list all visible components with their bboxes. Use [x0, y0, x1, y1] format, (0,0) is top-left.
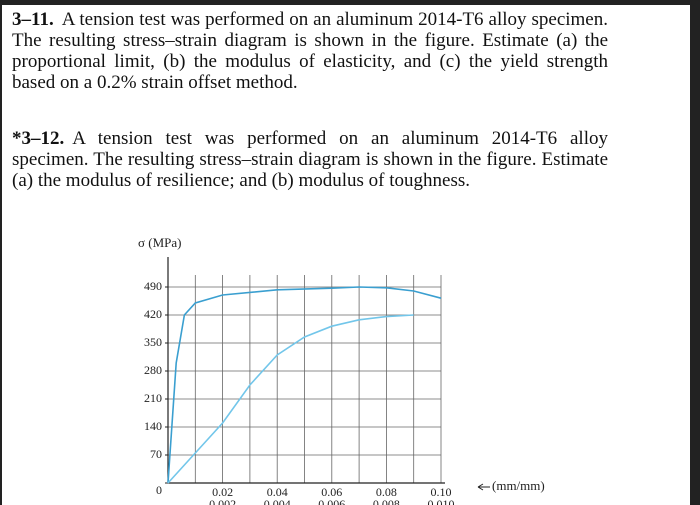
arrow — [477, 483, 490, 491]
problem: *3–12. A tension test was performed on an… — [12, 128, 608, 191]
x2-tick-label: 0.010 — [428, 497, 455, 505]
y-tick-label: 350 — [144, 335, 162, 349]
x-tick-label: 0.08 — [376, 485, 397, 499]
y-tick-label: 210 — [144, 391, 162, 405]
y-tick-label: 0 — [156, 483, 162, 497]
x-tick-label: 0.10 — [431, 485, 452, 499]
x2-tick-label: 0.002 — [209, 497, 236, 505]
problem-text: A tension test was performed on an alumi… — [12, 128, 608, 191]
curve — [167, 314, 414, 484]
y-tick-label: 420 — [144, 307, 162, 321]
problem-number: *3–12. — [12, 128, 65, 149]
problem-number: 3–11. — [12, 9, 54, 30]
x2-tick-label: 0.004 — [264, 497, 291, 505]
y-axis-label: σ (MPa) — [138, 235, 181, 250]
x2-tick-label: 0.006 — [318, 497, 345, 505]
y-tick-label: 490 — [144, 279, 162, 293]
y-tick-label: 70 — [150, 447, 162, 461]
x2-tick-label: 0.008 — [373, 497, 400, 505]
problem-text: A tension test was performed on an alumi… — [12, 9, 608, 93]
x-tick-label: 0.02 — [212, 485, 233, 499]
x-tick-label: 0.06 — [321, 485, 342, 499]
y-tick-label: 140 — [144, 419, 162, 433]
x-axis-label: (mm/mm) — [492, 478, 545, 493]
problem: 3–11. A tension test was performed on an … — [12, 9, 608, 93]
x-tick-label: 0.04 — [267, 485, 288, 499]
curve — [167, 286, 442, 484]
y-tick-label: 280 — [144, 363, 162, 377]
